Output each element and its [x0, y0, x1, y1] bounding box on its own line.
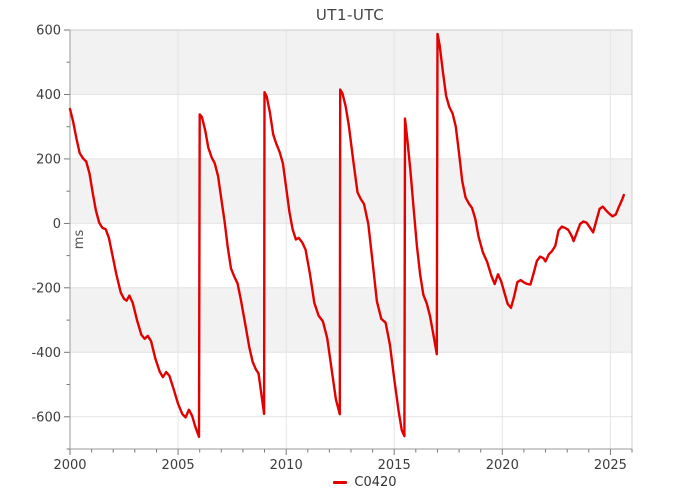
legend-line-marker: [333, 481, 348, 484]
x-tick-label: 2010: [270, 458, 303, 473]
x-tick-label: 2015: [378, 458, 411, 473]
series-line-c0420: [68, 32, 625, 438]
plot-band: [70, 30, 632, 95]
x-tick-label: 2025: [594, 458, 627, 473]
x-tick-label: 2020: [486, 458, 519, 473]
x-tick-label: 2000: [53, 458, 86, 473]
y-tick-label: -400: [31, 346, 61, 361]
chart-title: UT1-UTC: [315, 6, 385, 24]
plot-band: [70, 158, 632, 224]
y-tick-label: 600: [36, 24, 61, 39]
y-axis-name: ms: [72, 230, 87, 250]
legend-label: C0420: [354, 475, 397, 490]
plot-band: [70, 287, 632, 353]
y-tick-label: 0: [53, 217, 61, 232]
legend-item-c0420[interactable]: C0420: [303, 475, 397, 490]
y-tick-label: -600: [31, 410, 61, 425]
y-tick-label: -200: [31, 281, 61, 296]
legend: C0420: [0, 475, 700, 490]
y-tick-label: 200: [36, 152, 61, 167]
x-tick-label: 2005: [162, 458, 195, 473]
y-tick-label: 400: [36, 88, 61, 103]
